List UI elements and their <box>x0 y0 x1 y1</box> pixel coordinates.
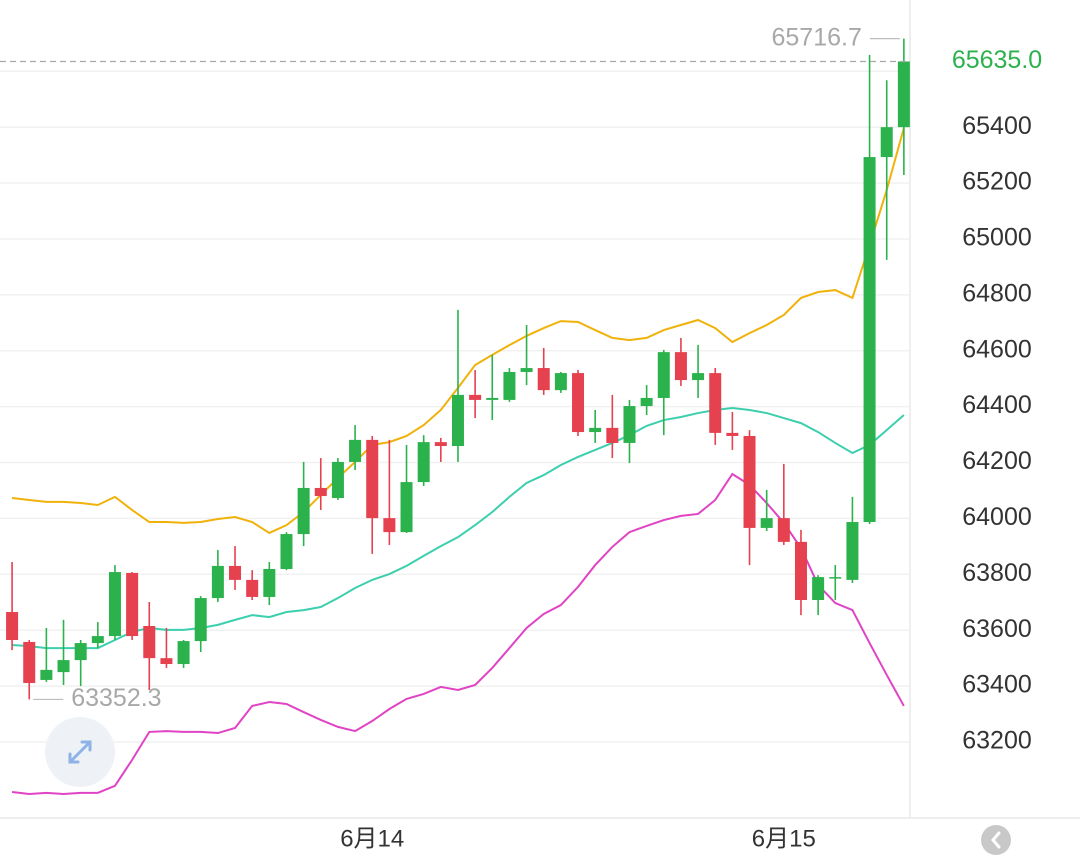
candle-body <box>777 518 790 542</box>
candle-body <box>246 579 259 597</box>
candle-body <box>194 598 207 642</box>
candle-body <box>469 394 482 400</box>
candle-body <box>331 461 344 499</box>
candle-body <box>880 127 893 158</box>
y-tick-label: 63600 <box>962 615 1032 643</box>
y-tick-label: 64400 <box>962 391 1032 419</box>
candle-body <box>503 371 516 400</box>
candle-body <box>263 568 276 597</box>
candle-body <box>537 368 550 391</box>
y-tick-label: 63800 <box>962 559 1032 587</box>
y-tick-label: 64000 <box>962 503 1032 531</box>
candle-body <box>812 577 825 601</box>
y-tick-label: 65200 <box>962 168 1032 196</box>
x-tick-label: 6月14 <box>340 825 404 852</box>
candle-body <box>572 373 585 433</box>
candle-body <box>143 626 156 659</box>
candle-body <box>760 518 773 528</box>
y-tick-label: 65400 <box>962 112 1032 140</box>
candle-body <box>451 394 464 447</box>
y-tick-label: 65000 <box>962 224 1032 252</box>
candle-body <box>126 572 139 637</box>
candle-body <box>897 61 910 128</box>
low-marker-label: 63352.3 <box>71 684 161 712</box>
candle-body <box>211 565 224 599</box>
candle-body <box>657 352 670 398</box>
candle-body <box>383 518 396 533</box>
candle-body <box>314 487 327 497</box>
candle-body <box>400 482 413 533</box>
candle-body <box>417 442 430 483</box>
y-tick-label: 63400 <box>962 671 1032 699</box>
candle-body <box>589 427 602 433</box>
y-tick-label: 64600 <box>962 335 1032 363</box>
candle-body <box>40 669 53 680</box>
candle-body <box>623 406 636 443</box>
band-line <box>12 407 905 650</box>
high-marker-label: 65716.7 <box>772 23 862 51</box>
candle-body <box>674 352 687 381</box>
candle-body <box>91 636 104 644</box>
candle-body <box>520 368 533 372</box>
candle-body <box>726 432 739 436</box>
last-price-box <box>926 42 1066 81</box>
candle-body <box>74 643 87 661</box>
candle-body <box>743 435 756 528</box>
candle-body <box>863 157 876 523</box>
candle-body <box>366 439 379 519</box>
candle-body <box>229 565 242 580</box>
candle-body <box>160 658 173 665</box>
candle-body <box>434 442 447 447</box>
candle-body <box>640 397 653 407</box>
candle-body <box>6 612 19 640</box>
candle-body <box>829 577 842 579</box>
last-price-label: 65635.0 <box>952 46 1042 74</box>
candle-body <box>108 572 121 637</box>
candle-body <box>280 534 293 569</box>
candle-body <box>606 427 619 443</box>
candle-body <box>349 439 362 462</box>
candle-body <box>846 522 859 580</box>
candle-body <box>692 373 705 381</box>
candle-body <box>57 660 70 673</box>
y-tick-label: 64800 <box>962 279 1032 307</box>
k-button[interactable] <box>981 825 1011 855</box>
candle-body <box>486 397 499 400</box>
candle-body <box>23 641 36 684</box>
candle-body <box>297 487 310 535</box>
expand-button[interactable] <box>45 717 115 787</box>
y-tick-label: 64200 <box>962 447 1032 475</box>
candle-body <box>794 541 807 601</box>
candle-body <box>177 641 190 665</box>
x-tick-label: 6月15 <box>752 825 816 852</box>
candle-body <box>709 373 722 433</box>
y-tick-label: 63200 <box>962 727 1032 755</box>
candle-body <box>554 373 567 391</box>
